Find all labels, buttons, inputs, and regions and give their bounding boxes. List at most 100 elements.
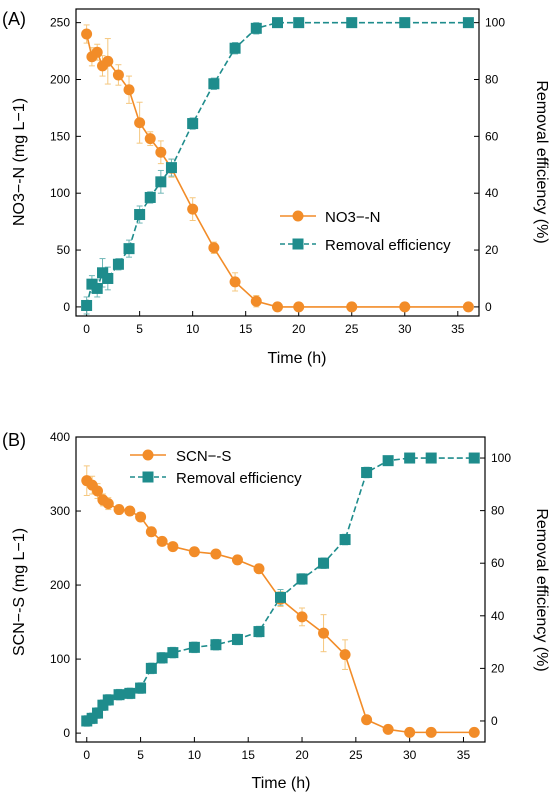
panel-a-removal-point — [250, 22, 262, 34]
panel-b-y2-tick-label: 60 — [491, 556, 505, 570]
panel-b-x-axis-title: Time (h) — [252, 775, 311, 792]
panel-b-y-tick-label: 300 — [50, 504, 70, 518]
panel-a: (A) 0 5 10 15 20 25 30 35 0 50 100 150 200 250 0 20 40 60… — [2, 8, 550, 367]
panel-a-x-tick-label: 35 — [451, 322, 465, 336]
panel-a-concentration-point — [187, 203, 199, 215]
panel-b-removal-point — [275, 591, 286, 603]
panel-b-markers — [81, 452, 480, 738]
panel-b-removal-point — [210, 639, 222, 651]
panel-b-x-tick-label: 5 — [137, 748, 144, 762]
panel-b-removal-point — [124, 687, 136, 699]
panel-a-legend-marker-nitrate — [292, 210, 304, 222]
panel-b-y-axis-title: SCN−-S (mg L−1) — [11, 528, 28, 656]
panel-a-concentration-point — [123, 84, 135, 96]
panel-a-y2-tick-label: 40 — [485, 186, 499, 200]
panel-a-concentration-point — [81, 28, 93, 40]
panel-b-removal-point — [92, 707, 104, 719]
panel-a-legend-item-nitrate: NO3−-N — [280, 209, 380, 226]
panel-b-removal-point — [156, 652, 168, 664]
panel-b-y-tick-label: 100 — [50, 652, 70, 666]
panel-a-x-tick-label: 15 — [239, 322, 253, 336]
panel-a-y2-tick-label: 80 — [485, 72, 499, 86]
panel-a-removal-point — [229, 42, 241, 54]
panel-b-y2-tick-label: 0 — [491, 714, 498, 728]
panel-a-concentration-point — [250, 295, 262, 307]
panel-a-label: (A) — [2, 9, 26, 29]
panel-b-y2-tick-label: 20 — [491, 661, 505, 675]
panel-b-ticks: 0 5 10 15 20 25 30 35 0 100 200 300 400 0 20 40 60 80 100 — [50, 430, 511, 762]
panel-a-removal-point — [102, 272, 114, 284]
panel-b-removal-point — [404, 452, 416, 464]
panel-a-y2-tick-label: 100 — [485, 16, 505, 30]
panel-b-legend-item-removal: Removal efficiency — [130, 470, 302, 487]
panel-a-legend-item-removal: Removal efficiency — [280, 237, 451, 254]
panel-a-y-tick-label: 100 — [50, 186, 70, 200]
panel-b-removal-point — [361, 466, 373, 478]
panel-b-removal-point — [167, 647, 179, 659]
panel-b-legend-item-thiocyanate: SCN−-S — [130, 448, 231, 465]
panel-b-removal-point — [231, 633, 243, 645]
panel-a-removal-point — [293, 17, 305, 29]
panel-b-concentration-point — [145, 526, 157, 538]
panel-b-concentration-point — [404, 726, 416, 738]
panel-b-legend-marker-removal — [142, 471, 154, 483]
panel-b-y2-axis-title: Removal efficiency (%) — [533, 508, 550, 671]
panel-b-legend-label-removal: Removal efficiency — [176, 470, 302, 487]
panel-b-x-tick-label: 35 — [457, 748, 471, 762]
panel-a-x-tick-label: 5 — [136, 322, 143, 336]
panel-b-legend-marker-thiocyanate — [142, 449, 154, 461]
panel-b-concentration-point — [188, 546, 200, 558]
panel-a-concentration-point — [208, 242, 220, 254]
panel-b-removal-point — [468, 452, 480, 464]
panel-a-y2-tick-label: 20 — [485, 243, 499, 257]
panel-a-y2-axis-title: Removal efficiency (%) — [533, 80, 550, 243]
panel-b-concentration-point — [135, 511, 147, 523]
panel-a-removal-line — [85, 21, 469, 306]
panel-b-concentration-point — [167, 541, 179, 553]
panel-b-y2-tick-label: 80 — [491, 504, 505, 518]
panel-a-concentration-point — [91, 46, 103, 58]
panel-b-x-tick-label: 15 — [242, 748, 256, 762]
panel-a-error-bars — [83, 19, 472, 315]
panel-a-removal-point — [165, 162, 177, 174]
panel-a-ticks: 0 5 10 15 20 25 30 35 0 50 100 150 200 250 0 20 40 60 80 10… — [50, 16, 505, 336]
panel-b-removal-point — [318, 557, 330, 569]
panel-b-concentration-point — [102, 498, 114, 510]
panel-a-removal-point — [346, 17, 358, 29]
panel-b-concentration-point — [231, 554, 243, 566]
panel-b-plot-frame — [75, 436, 486, 743]
panel-a-removal-point — [123, 243, 135, 255]
panel-b-concentration-point — [382, 723, 394, 735]
panel-a-y-tick-label: 250 — [50, 16, 70, 30]
panel-a-concentration-point — [144, 133, 156, 145]
panel-b-removal-point — [425, 452, 437, 464]
panel-a-concentration-line — [85, 33, 469, 308]
panel-a-markers — [81, 17, 474, 313]
panel-b-removal-point — [382, 455, 394, 467]
panel-a-x-tick-label: 25 — [345, 322, 359, 336]
panel-a-x-tick-label: 20 — [292, 322, 306, 336]
panel-b-concentration-point — [296, 611, 308, 623]
panel-b: (B) 0 5 10 15 20 25 30 35 0 100 200 300 400 0 20 40 60 80… — [2, 430, 550, 792]
panel-b-removal-point — [113, 689, 125, 701]
panel-b-label: (B) — [2, 430, 26, 450]
panel-a-x-tick-label: 10 — [186, 322, 200, 336]
panel-a-concentration-point — [155, 146, 167, 158]
panel-b-removal-point — [135, 682, 147, 694]
panel-a-y2-tick-label: 0 — [485, 300, 492, 314]
panel-b-y2-tick-label: 40 — [491, 609, 505, 623]
panel-a-removal-point — [134, 209, 146, 221]
panel-a-legend-label-nitrate: NO3−-N — [325, 209, 380, 226]
panel-a-removal-point — [91, 282, 103, 294]
panel-a-x-axis-title: Time (h) — [268, 350, 327, 367]
panel-b-x-tick-label: 0 — [83, 748, 90, 762]
panel-b-removal-point — [145, 662, 157, 674]
panel-a-removal-point — [155, 176, 167, 188]
panel-b-concentration-point — [339, 649, 351, 661]
panel-b-concentration-point — [318, 627, 330, 639]
panel-a-legend-label-removal: Removal efficiency — [325, 237, 451, 254]
panel-a-concentration-point — [399, 301, 411, 313]
panel-b-removal-point — [188, 641, 200, 653]
panel-b-concentration-point — [468, 726, 480, 738]
